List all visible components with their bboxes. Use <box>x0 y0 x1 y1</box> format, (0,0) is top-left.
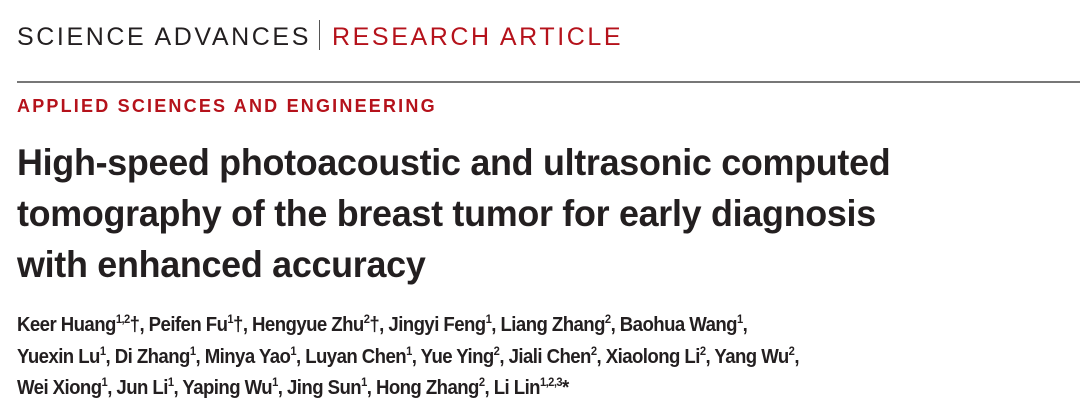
equal-contribution-marker: † <box>369 314 380 336</box>
author-line: Wei Xiong1, Jun Li1, Yaping Wu1, Jing Su… <box>17 375 570 399</box>
affiliation-marker: 2 <box>363 312 370 326</box>
author[interactable]: Yang Wu2 <box>714 343 795 368</box>
affiliation-marker: 1 <box>272 375 278 389</box>
author-name: Wei Xiong <box>17 377 102 399</box>
affiliation-marker: 1 <box>290 343 296 358</box>
affiliation-marker: 1 <box>167 375 174 389</box>
author-name: Hengyue Zhu <box>252 314 364 336</box>
author-name: Yang Wu <box>714 345 789 368</box>
author[interactable]: Di Zhang1 <box>114 343 196 368</box>
author-name: Luyan Chen <box>305 345 407 368</box>
author[interactable]: Jingyi Feng1 <box>388 312 492 336</box>
author[interactable]: Baohua Wang1 <box>619 312 743 336</box>
author-name: Jun Li <box>116 377 168 399</box>
author-name: Jiali Chen <box>508 345 592 368</box>
author-name: Liang Zhang <box>500 314 605 336</box>
affiliation-marker: 1 <box>736 312 743 326</box>
author[interactable]: Xiaolong Li2 <box>605 343 706 368</box>
author-name: Yaping Wu <box>182 377 273 399</box>
equal-contribution-marker: † <box>129 314 140 336</box>
author-name: Yuexin Lu <box>17 345 100 368</box>
affiliation-marker: 1 <box>485 312 492 326</box>
affiliation-marker: 1 <box>99 343 106 358</box>
affiliation-marker: 1 <box>101 375 108 389</box>
author[interactable]: Wei Xiong1 <box>17 375 108 399</box>
affiliation-marker: 1 <box>189 343 196 358</box>
author[interactable]: Minya Yao1 <box>204 343 297 368</box>
affiliation-marker: 2 <box>478 375 485 389</box>
affiliation-marker: 2 <box>788 343 795 358</box>
author-name: Hong Zhang <box>375 377 479 399</box>
affiliation-marker: 2 <box>590 343 597 358</box>
affiliation-marker: 1 <box>361 375 367 389</box>
affiliation-marker: 1 <box>406 343 412 358</box>
affiliation-marker: 1,2 <box>115 312 130 326</box>
author-line: Keer Huang1,2†, Peifen Fu1†, Hengyue Zhu… <box>17 312 748 336</box>
affiliation-marker: 1 <box>227 312 234 326</box>
author[interactable]: Keer Huang1,2† <box>17 312 140 336</box>
author-name: Yue Ying <box>420 345 495 368</box>
title-line: High-speed photoacoustic and ultrasonic … <box>17 142 891 183</box>
author-name: Minya Yao <box>204 345 291 368</box>
affiliation-marker: 2 <box>604 312 611 326</box>
header-divider <box>318 20 320 50</box>
author[interactable]: Jun Li1 <box>116 375 174 399</box>
section-label: APPLIED SCIENCES AND ENGINEERING <box>17 96 437 116</box>
equal-contribution-marker: † <box>233 314 243 336</box>
title-line: tomography of the breast tumor for early… <box>17 193 876 234</box>
author[interactable]: Yuexin Lu1 <box>17 343 106 368</box>
author-list: Keer Huang1,2†, Peifen Fu1†, Hengyue Zhu… <box>17 310 800 405</box>
header-rule <box>17 81 1080 83</box>
author[interactable]: Luyan Chen1 <box>305 343 412 368</box>
journal-header: SCIENCE ADVANCES RESEARCH ARTICLE <box>17 20 623 52</box>
author[interactable]: Jiali Chen2 <box>508 343 598 368</box>
author-name: Jingyi Feng <box>388 314 486 336</box>
author[interactable]: Hengyue Zhu2† <box>252 312 380 336</box>
article-title: High-speed photoacoustic and ultrasonic … <box>17 137 891 290</box>
article-type: RESEARCH ARTICLE <box>331 23 624 51</box>
author[interactable]: Peifen Fu1† <box>148 312 244 336</box>
affiliation-marker: 2 <box>493 343 500 358</box>
journal-name: SCIENCE ADVANCES <box>17 23 311 51</box>
author-line: Yuexin Lu1, Di Zhang1, Minya Yao1, Luyan… <box>17 343 800 368</box>
affiliation-marker: 1,2,3 <box>539 375 563 389</box>
author[interactable]: Li Lin1,2,3* <box>493 375 570 399</box>
author-name: Di Zhang <box>114 345 191 368</box>
author-name: Keer Huang <box>17 314 116 336</box>
corresponding-marker: * <box>562 377 569 399</box>
affiliation-marker: 2 <box>699 343 706 358</box>
author-name: Baohua Wang <box>619 314 738 336</box>
author-name: Peifen Fu <box>148 314 228 336</box>
title-line: with enhanced accuracy <box>17 244 426 285</box>
author-name: Jing Sun <box>286 377 362 399</box>
author[interactable]: Yue Ying2 <box>420 343 500 368</box>
author-name: Li Lin <box>493 377 541 399</box>
author[interactable]: Liang Zhang2 <box>500 312 611 336</box>
author[interactable]: Jing Sun1 <box>286 375 367 399</box>
author-name: Xiaolong Li <box>605 345 701 368</box>
author[interactable]: Yaping Wu1 <box>182 375 278 399</box>
author[interactable]: Hong Zhang2 <box>375 375 485 399</box>
